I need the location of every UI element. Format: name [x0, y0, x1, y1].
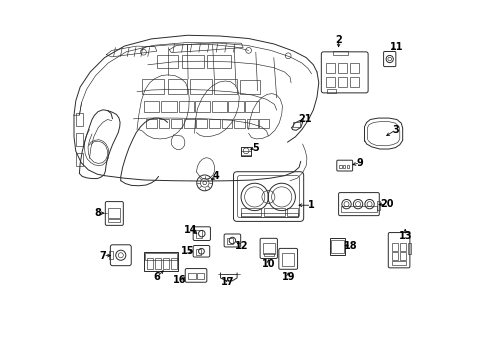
Bar — [184, 119, 195, 128]
Text: 16: 16 — [173, 275, 186, 285]
Bar — [392, 252, 398, 260]
Bar — [171, 119, 182, 128]
Bar — [392, 261, 406, 265]
Text: 6: 6 — [153, 272, 160, 282]
Bar — [163, 258, 169, 269]
Bar — [147, 258, 153, 269]
Bar — [196, 230, 202, 238]
Bar — [108, 208, 121, 218]
Bar — [143, 79, 164, 94]
Bar — [400, 243, 406, 251]
Bar — [333, 51, 347, 55]
Bar — [76, 113, 83, 126]
Bar — [241, 147, 251, 156]
Bar — [264, 253, 274, 256]
Bar — [157, 55, 178, 68]
Bar — [109, 251, 113, 259]
Text: 10: 10 — [262, 258, 275, 269]
Bar — [400, 252, 406, 260]
Bar — [171, 258, 176, 269]
Bar — [240, 80, 261, 94]
Bar — [346, 165, 349, 168]
Bar — [343, 165, 345, 168]
Bar — [159, 119, 170, 128]
Bar — [242, 208, 261, 216]
Bar — [189, 273, 196, 279]
Bar — [263, 243, 274, 254]
Bar — [293, 122, 300, 127]
Bar — [339, 165, 342, 168]
Text: 2: 2 — [335, 35, 342, 45]
Bar — [392, 243, 398, 251]
Bar — [259, 119, 270, 128]
Bar — [377, 201, 380, 210]
Bar — [282, 253, 294, 266]
Text: 8: 8 — [95, 208, 101, 218]
Bar — [146, 119, 157, 128]
Text: 20: 20 — [380, 199, 394, 210]
Bar — [331, 240, 343, 253]
Bar — [76, 133, 83, 146]
Bar — [215, 79, 237, 94]
Bar — [327, 89, 336, 93]
Bar — [241, 213, 297, 217]
Bar — [338, 77, 347, 87]
Bar — [212, 101, 227, 112]
Bar — [227, 238, 233, 244]
Bar — [197, 273, 204, 279]
Bar — [182, 55, 204, 68]
Bar — [330, 238, 345, 255]
Bar — [350, 77, 359, 87]
Text: 12: 12 — [235, 240, 248, 251]
Bar — [350, 63, 359, 73]
Text: 15: 15 — [181, 246, 194, 256]
Bar — [162, 101, 176, 112]
Bar — [338, 63, 347, 73]
Bar — [144, 101, 159, 112]
Bar — [234, 119, 245, 128]
Text: 3: 3 — [393, 125, 399, 135]
Text: 4: 4 — [213, 171, 220, 181]
Bar — [196, 101, 210, 112]
Bar — [228, 101, 244, 112]
Bar — [168, 79, 187, 94]
Text: 9: 9 — [357, 158, 364, 168]
Bar — [288, 208, 297, 216]
Bar — [196, 119, 207, 128]
Text: 1: 1 — [308, 200, 315, 210]
Bar — [209, 119, 220, 128]
Bar — [326, 77, 335, 87]
Bar — [242, 151, 251, 155]
Bar — [76, 153, 83, 166]
Bar — [144, 252, 178, 271]
Text: 18: 18 — [344, 240, 358, 251]
Bar — [190, 79, 212, 94]
Bar — [326, 63, 335, 73]
Text: 17: 17 — [221, 276, 235, 287]
Bar — [145, 253, 177, 260]
Text: 14: 14 — [184, 225, 198, 235]
Bar — [342, 206, 377, 212]
Bar — [264, 208, 285, 216]
Bar — [179, 101, 194, 112]
Text: 21: 21 — [299, 114, 312, 124]
Text: 19: 19 — [281, 272, 295, 282]
Text: 7: 7 — [100, 251, 106, 261]
Bar — [108, 219, 121, 222]
Bar — [245, 101, 259, 112]
Bar — [408, 243, 411, 254]
Bar — [196, 249, 201, 255]
Bar — [221, 119, 232, 128]
Text: 5: 5 — [252, 143, 259, 153]
Bar — [155, 258, 161, 269]
Text: 11: 11 — [390, 42, 403, 52]
Bar — [247, 119, 258, 128]
Bar — [207, 55, 231, 68]
Text: 13: 13 — [398, 231, 412, 241]
